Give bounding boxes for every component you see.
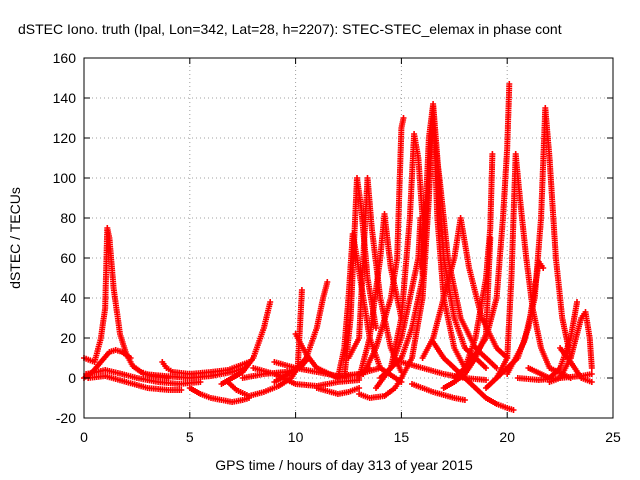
series-1-markers — [81, 225, 172, 381]
series-3 — [83, 367, 204, 387]
series-33 — [461, 81, 513, 371]
x-tick-label: 20 — [499, 429, 515, 445]
series-8 — [218, 299, 274, 387]
series-28 — [398, 359, 489, 383]
y-tick-label: 140 — [53, 90, 77, 106]
y-tick-label: -20 — [56, 410, 76, 426]
x-axis-ticks: 0 5 10 15 20 25 — [80, 58, 621, 445]
series-15-markers — [313, 385, 363, 397]
plot-frame — [83, 57, 614, 419]
x-tick-label: 0 — [80, 429, 88, 445]
series-7 — [186, 385, 252, 405]
chart-title: dSTEC Iono. truth (Ipal, Lon=342, Lat=28… — [18, 21, 562, 37]
y-tick-label: 160 — [53, 50, 77, 66]
series-28-markers — [398, 359, 489, 383]
x-axis-title: GPS time / hours of day 313 of year 2015 — [215, 457, 473, 473]
series-15 — [313, 385, 363, 397]
series-23 — [373, 131, 426, 391]
series-34-markers — [483, 151, 574, 391]
series-21 — [360, 115, 407, 377]
plot-series — [81, 81, 595, 413]
series-34 — [483, 151, 574, 391]
x-tick-label: 15 — [394, 429, 410, 445]
series-29-markers — [409, 381, 468, 403]
series-38-markers — [525, 299, 580, 381]
series-36 — [504, 105, 574, 377]
series-11-markers — [250, 365, 363, 389]
y-tick-label: 60 — [60, 250, 76, 266]
y-tick-label: 120 — [53, 130, 77, 146]
x-tick-label: 25 — [605, 429, 621, 445]
series-26 — [419, 125, 500, 371]
y-tick-label: 100 — [53, 170, 77, 186]
series-26-markers — [419, 125, 500, 371]
series-30 — [430, 339, 517, 413]
series-19-markers — [356, 375, 405, 401]
y-tick-label: 80 — [60, 210, 76, 226]
series-40 — [557, 345, 595, 385]
y-axis-title: dSTEC / TECUs — [7, 187, 23, 289]
series-33-markers — [461, 81, 513, 371]
x-tick-label: 5 — [186, 429, 194, 445]
y-tick-label: 40 — [60, 290, 76, 306]
series-5 — [159, 359, 252, 377]
x-tick-label: 10 — [288, 429, 304, 445]
series-19 — [356, 375, 405, 401]
y-tick-label: 20 — [60, 330, 76, 346]
series-6 — [140, 365, 248, 381]
series-8-markers — [218, 299, 274, 387]
series-1 — [81, 225, 172, 381]
y-tick-label: 0 — [68, 370, 76, 386]
y-axis-ticks: -20 0 20 40 60 80 100 120 140 160 — [53, 50, 613, 426]
series-11 — [250, 365, 363, 389]
series-29 — [409, 381, 468, 403]
series-30-markers — [430, 339, 517, 413]
series-32 — [451, 151, 496, 381]
series-38 — [525, 299, 580, 381]
series-18 — [345, 175, 405, 375]
